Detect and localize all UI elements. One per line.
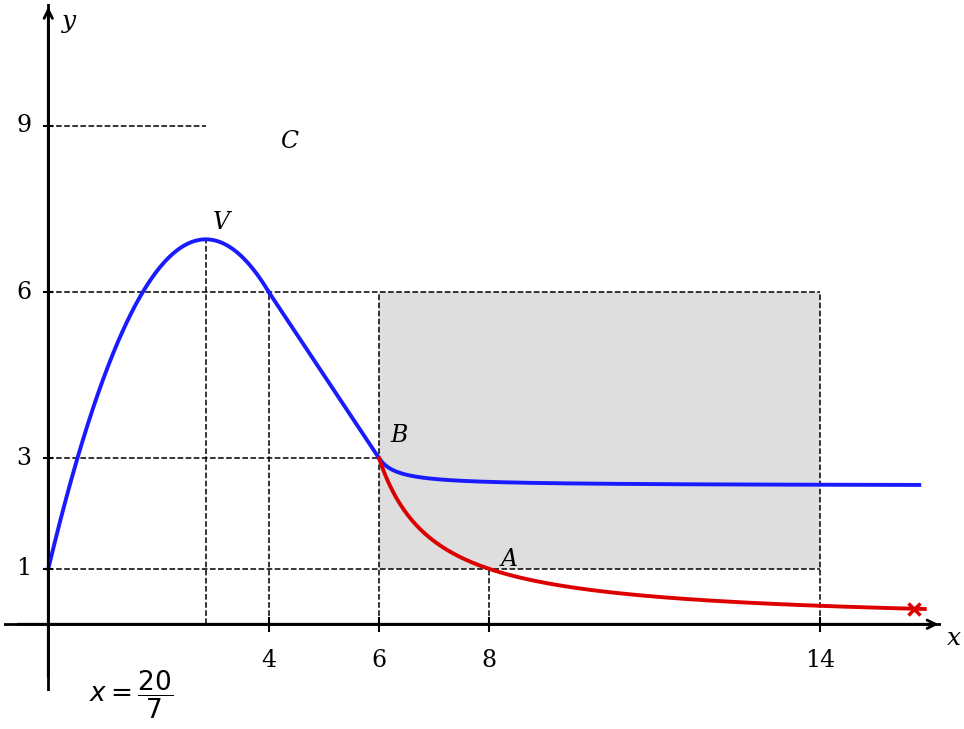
Text: 9: 9 xyxy=(16,114,32,138)
Text: 4: 4 xyxy=(261,649,277,672)
Text: y: y xyxy=(62,9,76,33)
Text: 6: 6 xyxy=(16,281,32,303)
Text: 1: 1 xyxy=(16,558,32,580)
Bar xyxy=(379,292,820,569)
Text: B: B xyxy=(390,424,408,447)
Text: 14: 14 xyxy=(805,649,835,672)
Text: C: C xyxy=(280,130,298,153)
Text: 6: 6 xyxy=(371,649,387,672)
Text: x: x xyxy=(947,627,961,650)
Text: 8: 8 xyxy=(482,649,496,672)
Text: 3: 3 xyxy=(16,447,32,469)
Text: A: A xyxy=(500,548,518,571)
Text: $x = \dfrac{20}{7}$: $x = \dfrac{20}{7}$ xyxy=(89,668,174,721)
Text: V: V xyxy=(212,211,229,234)
